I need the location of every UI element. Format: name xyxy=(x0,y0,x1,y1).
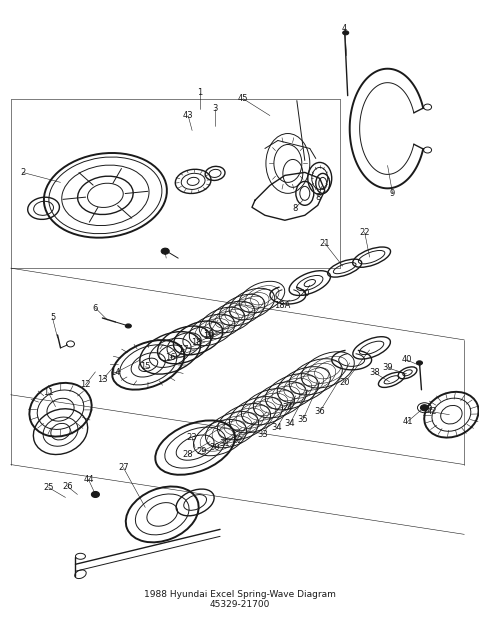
Text: 45: 45 xyxy=(238,94,248,103)
Text: 27: 27 xyxy=(118,463,129,472)
Text: 15: 15 xyxy=(140,363,151,371)
Text: 39: 39 xyxy=(382,363,393,373)
Text: 24: 24 xyxy=(283,403,293,412)
Text: 26: 26 xyxy=(62,482,73,491)
Text: 35: 35 xyxy=(298,415,308,424)
Ellipse shape xyxy=(343,31,348,35)
Ellipse shape xyxy=(125,324,132,328)
Text: 4: 4 xyxy=(342,24,348,33)
Text: 25: 25 xyxy=(43,483,54,492)
Text: 20: 20 xyxy=(300,288,310,298)
Text: 43: 43 xyxy=(183,111,193,120)
Text: 33: 33 xyxy=(258,430,268,439)
Text: 6: 6 xyxy=(93,303,98,313)
Text: 42: 42 xyxy=(426,407,437,416)
Text: 21: 21 xyxy=(320,239,330,248)
Text: 1988 Hyundai Excel Spring-Wave Diagram
45329-21700: 1988 Hyundai Excel Spring-Wave Diagram 4… xyxy=(144,590,336,609)
Text: 2: 2 xyxy=(20,168,25,177)
Text: 32: 32 xyxy=(233,436,243,445)
Ellipse shape xyxy=(91,492,99,497)
Text: 9: 9 xyxy=(390,189,395,198)
Text: 14: 14 xyxy=(110,368,120,378)
Text: 18: 18 xyxy=(191,338,202,348)
Text: 28: 28 xyxy=(183,450,193,459)
Ellipse shape xyxy=(417,361,422,365)
Text: 22: 22 xyxy=(360,228,370,236)
Text: 11: 11 xyxy=(43,388,54,397)
Text: 13: 13 xyxy=(97,375,108,384)
Text: 8: 8 xyxy=(315,193,321,202)
Ellipse shape xyxy=(161,248,169,254)
Text: 1: 1 xyxy=(197,88,203,97)
Text: 36: 36 xyxy=(314,407,325,416)
Text: 3: 3 xyxy=(212,104,218,113)
Text: 34: 34 xyxy=(272,423,282,432)
Text: 41: 41 xyxy=(402,417,413,426)
Text: 23: 23 xyxy=(187,433,197,442)
Text: 34: 34 xyxy=(285,419,295,428)
Text: 16: 16 xyxy=(165,353,176,363)
Text: 20: 20 xyxy=(339,378,350,388)
Text: 38: 38 xyxy=(369,368,380,378)
Text: 44: 44 xyxy=(83,475,94,484)
Text: 5: 5 xyxy=(50,313,55,323)
Text: 12: 12 xyxy=(80,380,91,389)
Text: 31: 31 xyxy=(220,439,230,448)
Text: 10: 10 xyxy=(203,331,213,339)
Text: 18A: 18A xyxy=(274,301,290,310)
Text: 7: 7 xyxy=(163,248,168,256)
Text: 40: 40 xyxy=(401,355,412,364)
Ellipse shape xyxy=(420,405,429,411)
Text: 17: 17 xyxy=(178,346,189,354)
Text: 8: 8 xyxy=(292,204,298,213)
Text: 29: 29 xyxy=(197,447,207,456)
Text: 30: 30 xyxy=(210,443,220,452)
Text: 19: 19 xyxy=(203,333,213,341)
